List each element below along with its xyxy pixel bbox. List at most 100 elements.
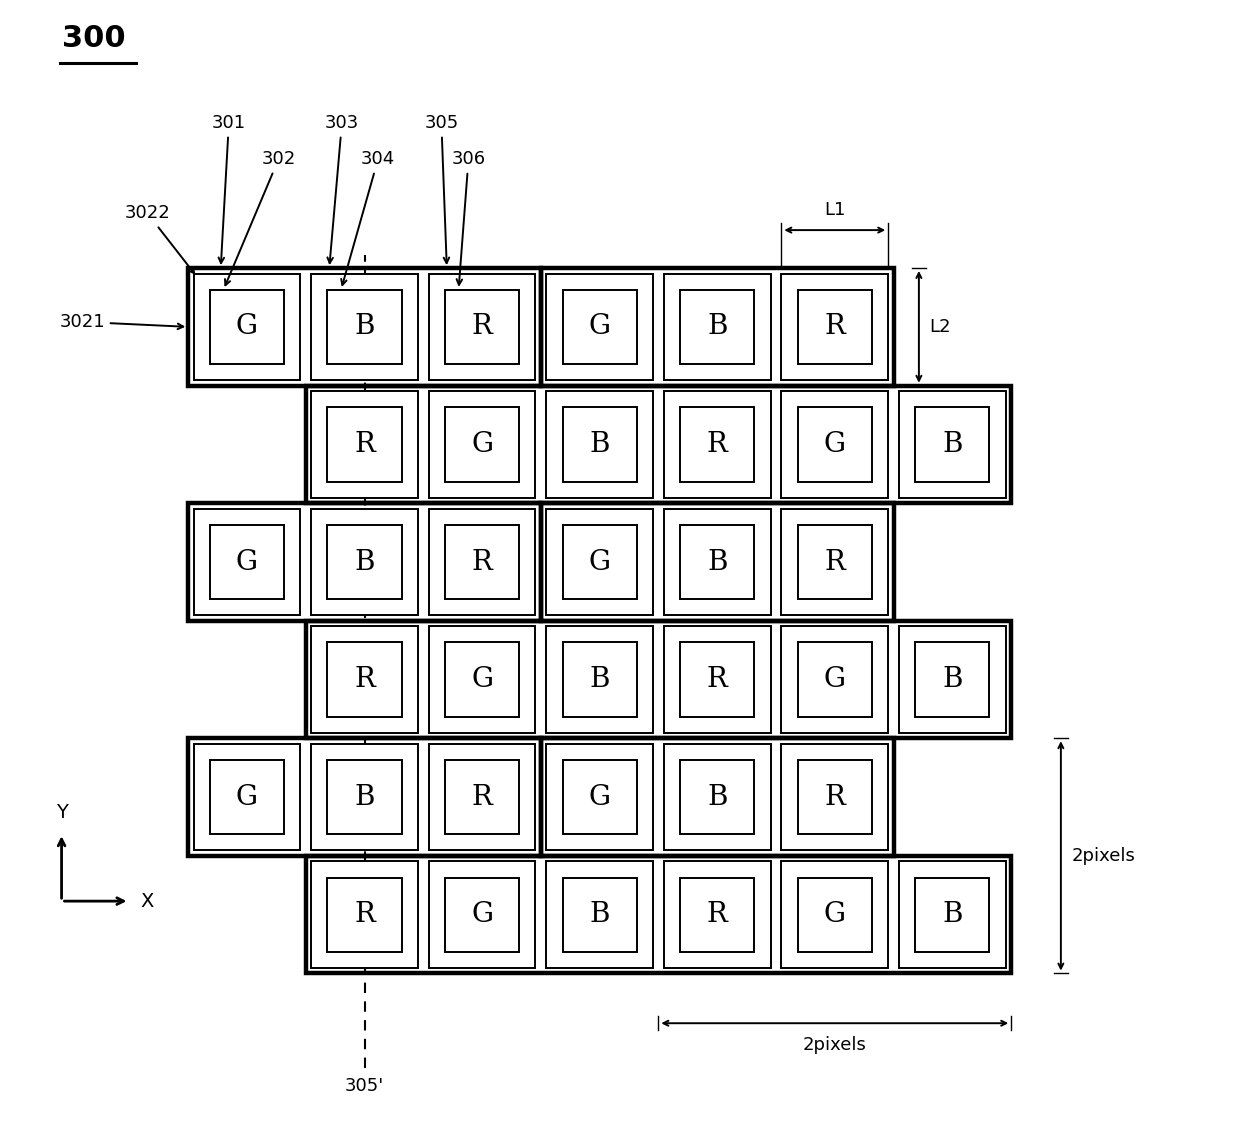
Text: B: B [589,430,610,457]
Bar [210,525,284,599]
Text: B: B [707,314,728,341]
Bar [781,861,888,968]
Bar [663,626,770,733]
Bar [899,861,1006,968]
Bar [563,525,636,599]
Bar [563,407,636,481]
Bar [327,760,402,834]
Text: R: R [355,667,374,694]
Bar [781,626,888,733]
Bar [193,509,300,615]
Text: G: G [236,314,258,341]
Bar [327,878,402,952]
Text: L1: L1 [825,201,846,219]
Text: 302: 302 [224,151,295,285]
Bar [541,269,894,386]
Text: 300: 300 [62,24,125,53]
Text: B: B [942,667,962,694]
Text: B: B [355,549,374,575]
Bar [311,391,418,498]
Bar [915,878,990,952]
Bar [188,269,541,386]
Bar [193,273,300,380]
Text: G: G [589,314,610,341]
Text: B: B [589,901,610,928]
Bar [915,643,990,717]
Text: G: G [823,901,846,928]
Bar [429,861,536,968]
Bar [445,290,520,364]
Bar [541,504,894,620]
Bar [306,386,1011,504]
Bar [541,738,894,855]
Text: 306: 306 [451,151,486,284]
Text: B: B [589,667,610,694]
Bar [781,744,888,851]
Bar [563,878,636,952]
Bar [663,861,770,968]
Bar [429,391,536,498]
Text: 303: 303 [325,114,360,263]
Bar [563,760,636,834]
Text: G: G [589,783,610,810]
Text: R: R [471,783,492,810]
Bar [680,760,754,834]
Bar [563,643,636,717]
Bar [680,878,754,952]
Text: R: R [355,430,374,457]
Text: 301: 301 [212,114,246,263]
Bar [445,525,520,599]
Bar [429,509,536,615]
Bar [547,744,653,851]
Bar [915,407,990,481]
Bar [680,407,754,481]
Text: B: B [355,314,374,341]
Text: G: G [589,549,610,575]
Bar [193,744,300,851]
Bar [781,391,888,498]
Bar [327,525,402,599]
Text: 3021: 3021 [60,312,184,330]
Text: R: R [707,901,728,928]
Bar [547,273,653,380]
Bar [797,878,872,952]
Bar [547,861,653,968]
Bar [781,509,888,615]
Bar [797,525,872,599]
Text: 304: 304 [341,151,396,285]
Text: B: B [707,549,728,575]
Text: G: G [823,430,846,457]
Bar [210,290,284,364]
Text: R: R [707,430,728,457]
Bar [547,509,653,615]
Text: R: R [471,314,492,341]
Bar [797,760,872,834]
Bar [429,626,536,733]
Bar [797,407,872,481]
Bar [680,525,754,599]
Bar [680,290,754,364]
Bar [781,273,888,380]
Text: 305': 305' [345,1078,384,1096]
Bar [680,643,754,717]
Bar [445,643,520,717]
Bar [327,290,402,364]
Bar [547,626,653,733]
Bar [327,407,402,481]
Text: B: B [355,783,374,810]
Bar [210,760,284,834]
Bar [563,290,636,364]
Bar [663,273,770,380]
Text: R: R [707,667,728,694]
Bar [429,744,536,851]
Text: L2: L2 [930,318,951,336]
Bar [445,407,520,481]
Bar [188,738,541,855]
Bar [429,273,536,380]
Bar [797,290,872,364]
Text: G: G [471,430,494,457]
Bar [797,643,872,717]
Bar [663,391,770,498]
Text: 305: 305 [424,114,459,263]
Bar [899,391,1006,498]
